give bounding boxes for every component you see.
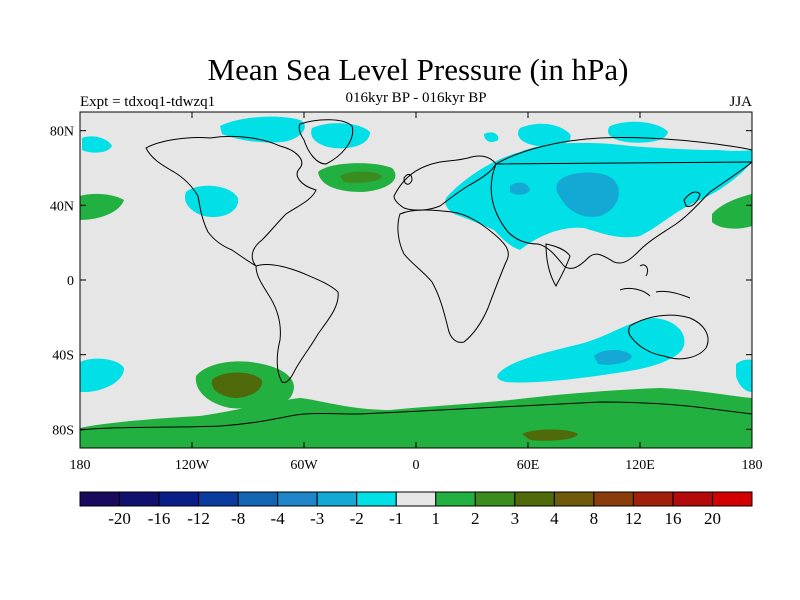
colorbar-label: -12 <box>187 509 210 528</box>
y-tick-label: 40S <box>52 349 74 364</box>
anomaly-south-indian-low <box>497 318 685 383</box>
colorbar-box <box>672 491 713 507</box>
colorbar-label: -2 <box>350 509 364 528</box>
colorbar-label: -3 <box>310 509 324 528</box>
coastline-south-america <box>255 263 339 383</box>
anomaly-southeast-pacific-low <box>80 358 124 392</box>
coastline-japan <box>683 191 701 207</box>
anomaly-arctic-small <box>82 136 112 153</box>
colorbar-box <box>435 491 476 507</box>
colorbar-box <box>553 491 595 507</box>
coastline-greenland <box>298 119 354 165</box>
coastline-europe <box>393 155 497 211</box>
anomaly-west-pacific-high <box>712 194 752 229</box>
coastline-uk <box>403 173 413 185</box>
anomaly-south-pacific-core <box>211 372 263 398</box>
colorbar-label: 1 <box>432 509 441 528</box>
anomaly-arctic-small-2 <box>484 132 499 142</box>
colorbar-box <box>316 491 358 507</box>
colorbar-box <box>474 491 516 507</box>
colorbar-label: -8 <box>231 509 245 528</box>
left-subtitle: Expt = tdxoq1-tdwzq1 <box>80 94 215 110</box>
y-axis: 80N 40N 0 40S 80S <box>50 125 752 438</box>
colorbar: -20 -16 -12 -8 -4 -3 -2 -1 1 2 3 4 8 12 16 20 <box>79 491 753 528</box>
anomaly-north-pacific-low <box>184 185 239 218</box>
colorbar-label: -20 <box>108 509 131 528</box>
colorbar-box <box>395 491 437 507</box>
anomaly-eurasia-core <box>556 172 619 217</box>
coastline-indonesia <box>619 264 691 299</box>
coastline-north-america <box>145 135 317 267</box>
colorbar-box <box>356 491 397 507</box>
y-tick-label: 40N <box>50 199 74 214</box>
center-subtitle: 016kyr BP - 016kyr BP <box>345 90 486 106</box>
anomaly-southeast-pacific-low-right <box>736 359 752 392</box>
coastline-africa <box>397 209 509 343</box>
coastline-asia <box>490 136 752 269</box>
colorbar-label: 8 <box>590 509 599 528</box>
y-tick-label: 0 <box>67 274 74 289</box>
anomaly-eurasia-north <box>518 123 571 147</box>
colorbar-label: -1 <box>389 509 403 528</box>
y-tick-label: 80S <box>52 423 74 438</box>
coastline-india <box>545 243 571 288</box>
anomaly-north-atlantic-core <box>340 171 382 183</box>
colorbar-box <box>198 491 239 507</box>
map-panel <box>80 112 752 448</box>
colorbar-label: 2 <box>471 509 480 528</box>
coastlines <box>80 119 752 431</box>
x-axis: 180 120W 60W 0 60E 120E 180 <box>70 112 763 473</box>
x-tick-label: 120E <box>625 458 655 473</box>
anomaly-south-indian-core <box>594 350 632 365</box>
y-tick-label: 80N <box>50 125 74 140</box>
anomaly-eurasia-core-2 <box>510 182 530 195</box>
x-tick-label: 120W <box>175 458 210 473</box>
anomaly-east-pacific-high <box>80 193 124 220</box>
colorbar-label: 16 <box>664 509 681 528</box>
anomaly-arctic-low-2 <box>311 123 370 149</box>
colorbar-label: -16 <box>148 509 171 528</box>
colorbar-box <box>632 491 674 507</box>
x-tick-label: 180 <box>70 458 91 473</box>
colorbar-box <box>119 491 160 507</box>
right-subtitle: JJA <box>729 94 752 110</box>
colorbar-label: -4 <box>271 509 286 528</box>
colorbar-label: 3 <box>511 509 520 528</box>
anomaly-southern-ocean-core <box>522 429 578 441</box>
coastline-australia <box>628 314 709 360</box>
colorbar-box <box>711 491 753 507</box>
colorbar-box <box>277 491 318 507</box>
x-tick-label: 60W <box>290 458 318 473</box>
colorbar-label: 4 <box>550 509 559 528</box>
figure-title: Mean Sea Level Pressure (in hPa) <box>208 52 629 87</box>
x-tick-label: 0 <box>413 458 420 473</box>
anomaly-arctic-low <box>220 116 305 143</box>
colorbar-box <box>593 491 634 507</box>
coastline-antarctica <box>80 401 752 431</box>
colorbar-box <box>237 491 279 507</box>
colorbar-box <box>79 491 121 507</box>
x-tick-label: 60E <box>517 458 540 473</box>
x-tick-label: 180 <box>742 458 763 473</box>
colorbar-label: 12 <box>625 509 642 528</box>
colorbar-label: 20 <box>704 509 721 528</box>
colorbar-box <box>158 491 200 507</box>
anomaly-fields <box>80 116 752 448</box>
colorbar-box <box>514 491 555 507</box>
